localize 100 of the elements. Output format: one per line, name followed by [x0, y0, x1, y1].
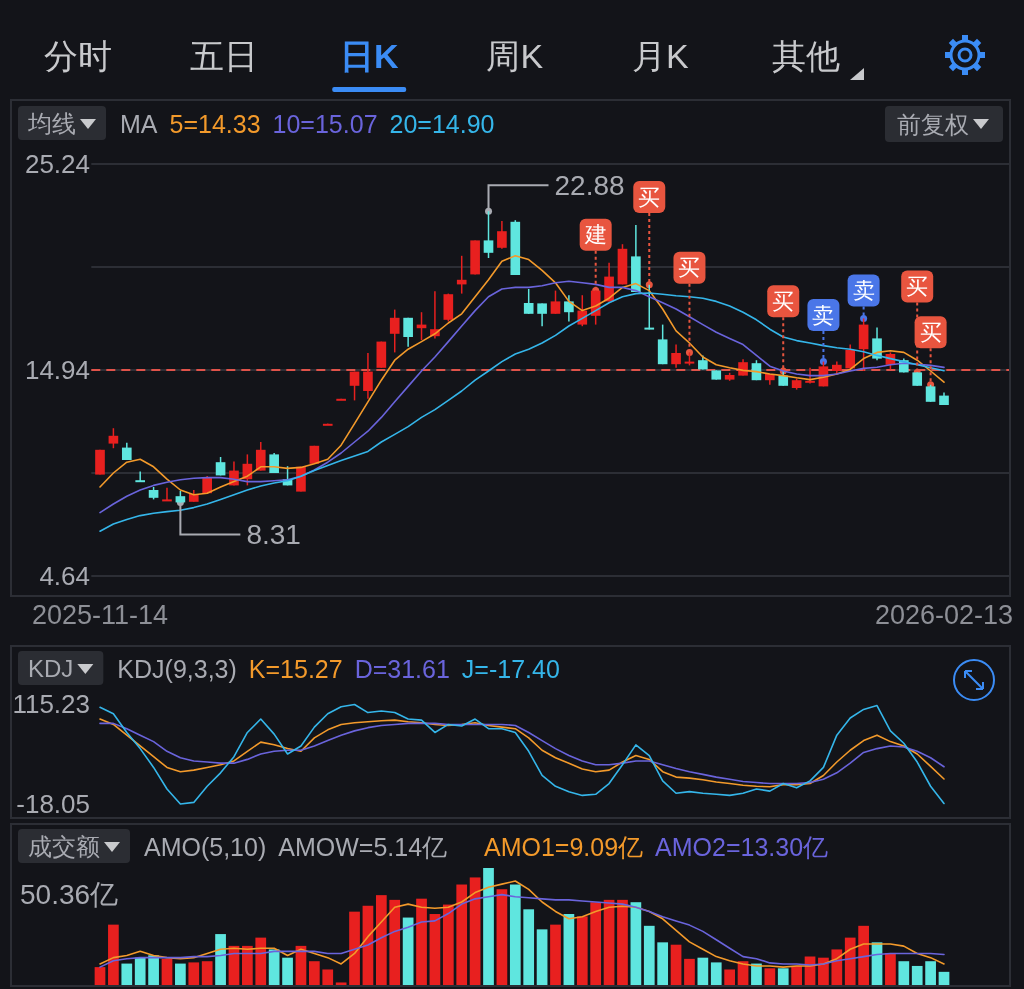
- bar: [536, 929, 548, 986]
- candlestick: [349, 370, 360, 402]
- point: [645, 281, 653, 289]
- bar: [456, 884, 468, 986]
- text: 均线: [27, 110, 76, 137]
- candlestick: [564, 294, 574, 323]
- bar: [375, 895, 387, 986]
- text: 成交额: [28, 833, 100, 860]
- text: 五日: [189, 37, 258, 75]
- series-label: J=-17.40: [461, 655, 560, 683]
- bar: [858, 925, 869, 986]
- text: AMOW=5.14亿: [278, 833, 448, 861]
- bar: [898, 961, 910, 986]
- bar: [670, 944, 682, 986]
- bar: [724, 969, 736, 986]
- text: 20=14.90: [389, 110, 495, 138]
- x-tick-label: 2025-11-14: [31, 600, 169, 630]
- bar: [282, 957, 293, 986]
- bar: [590, 902, 602, 986]
- y-tick-label: 14.94: [24, 355, 90, 385]
- bar: [657, 942, 669, 986]
- candlestick: [497, 220, 507, 250]
- bar: [576, 916, 588, 986]
- candlestick: [523, 288, 534, 315]
- legend-title: MA: [120, 110, 158, 138]
- candlestick: [644, 284, 655, 331]
- text: 10=15.07: [272, 110, 378, 138]
- series-label: AMO2=13.30亿: [655, 833, 829, 861]
- bar: [308, 961, 320, 986]
- bar: [108, 924, 119, 986]
- candlestick: [537, 302, 547, 327]
- legend-title: KDJ(9,3,3): [117, 655, 237, 683]
- series-label: D=31.61: [354, 655, 450, 683]
- text: 月K: [632, 37, 690, 75]
- text: KDJ: [28, 655, 74, 682]
- bar: [925, 961, 936, 986]
- candlestick: [845, 343, 856, 372]
- bar: [831, 949, 843, 986]
- candlestick: [135, 470, 146, 483]
- bar: [791, 965, 802, 986]
- text: 周K: [486, 37, 544, 75]
- bar: [550, 924, 561, 986]
- candlestick: [456, 255, 467, 295]
- bar: [242, 945, 253, 986]
- y-tick-label: -18.05: [16, 789, 90, 819]
- bar: [268, 949, 280, 986]
- bar: [509, 884, 521, 986]
- bar: [630, 902, 642, 986]
- candlestick: [108, 427, 119, 449]
- series-label: K=15.27: [248, 655, 343, 683]
- bar: [911, 965, 923, 986]
- bar: [121, 963, 133, 986]
- bar: [885, 952, 896, 986]
- candlestick: [255, 441, 266, 472]
- candlestick: [577, 294, 588, 327]
- point: [819, 358, 827, 366]
- bar: [844, 937, 856, 986]
- bar: [148, 955, 159, 986]
- candlestick: [483, 210, 494, 259]
- data-label: 22.88: [554, 169, 625, 201]
- candlestick: [805, 367, 815, 385]
- candlestick: [363, 352, 373, 400]
- text: AMO(5,10): [144, 833, 267, 861]
- text: 分时: [44, 37, 112, 75]
- line-series: [99, 703, 945, 805]
- x-tick-label: 2026-02-13: [874, 600, 1014, 630]
- bar: [416, 898, 427, 986]
- text: 前复权: [897, 111, 969, 138]
- bar: [469, 877, 481, 986]
- bar: [643, 925, 655, 986]
- bar: [483, 868, 494, 986]
- bar: [201, 961, 213, 986]
- bar: [255, 937, 267, 986]
- bar: [697, 957, 709, 986]
- bar: [442, 904, 454, 986]
- bar: [617, 899, 628, 986]
- bar: [134, 957, 146, 986]
- text: 其他: [772, 37, 840, 75]
- bar: [188, 962, 200, 986]
- candlestick: [671, 343, 681, 369]
- bar: [322, 969, 334, 986]
- series-label: AMO1=9.09亿: [484, 833, 644, 861]
- candlestick: [389, 308, 400, 354]
- bar: [175, 963, 186, 986]
- y-tick-label: 4.64: [39, 561, 90, 591]
- bar: [349, 911, 360, 986]
- text: 日K: [339, 37, 399, 75]
- data-label: 8.31: [246, 519, 301, 551]
- bar: [818, 957, 829, 986]
- bar: [389, 899, 401, 986]
- bar: [764, 968, 776, 986]
- bar: [496, 889, 508, 986]
- bar: [215, 934, 226, 986]
- candlestick: [550, 289, 561, 315]
- candlestick: [403, 317, 413, 348]
- bar: [684, 958, 695, 986]
- bar: [777, 968, 789, 986]
- bar: [429, 914, 441, 986]
- annotation: 50.36亿: [20, 878, 119, 910]
- candlestick: [162, 487, 172, 502]
